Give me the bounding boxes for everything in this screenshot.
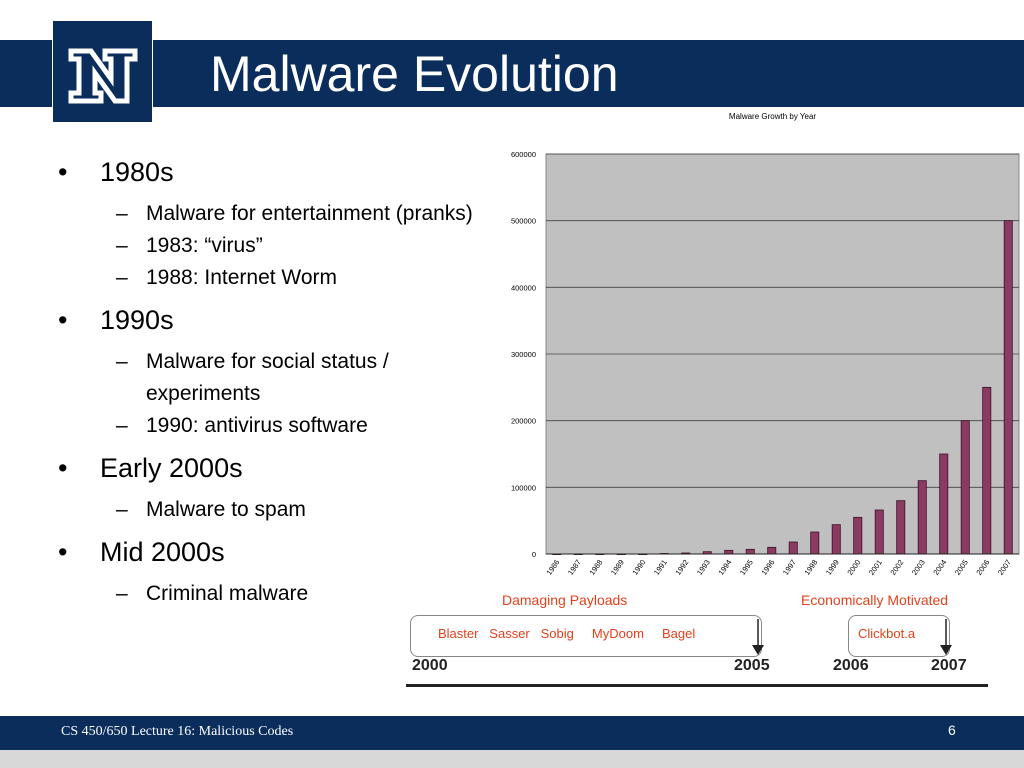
footer-course: CS 450/650 Lecture 16: Malicious Codes [61,724,294,739]
bar [939,453,949,555]
arrow-down-icon [752,645,764,655]
bar [960,420,970,555]
x-tick-label: 1996 [759,558,776,577]
bar [724,549,734,555]
university-logo [52,20,153,123]
chart-svg: Malware Growth by Year 0 100000 200000 30000… [511,112,1020,577]
x-tick-label: 2002 [888,558,905,577]
x-tick-label: 1988 [587,558,604,577]
bar [982,386,992,555]
bullet-1980s: • 1980s [58,157,174,187]
x-tick-label: 2005 [953,558,970,577]
timeline-axis [406,684,988,687]
x-tick-label: 2003 [910,558,927,577]
page-number: 6 [948,722,956,738]
x-tick-label: 2001 [867,558,884,577]
y-tick-label: 0 [532,550,536,559]
bar [831,524,841,555]
timeline-heading-left: Damaging Payloads [502,592,628,608]
chart-title: Malware Growth by Year [729,112,816,121]
year-label: 2005 [734,657,770,674]
y-tick-label: 300000 [511,350,536,359]
x-tick-label: 1994 [716,558,733,577]
bar [874,509,884,555]
x-tick-label: 1993 [695,558,712,577]
x-tick-label: 1997 [781,558,798,577]
sub-bullet: – Malware for social status / experiments [116,350,389,405]
footer-band [0,716,1024,750]
sub-bullet: –1988: Internet Worm [116,266,338,289]
x-tick-label: 1999 [824,558,841,577]
x-tick-label: 1990 [630,558,647,577]
x-tick-label: 1986 [544,558,561,577]
bullet-list: • 1980s – Malware for entertainment (prank… [58,152,478,610]
y-tick-label: 200000 [511,417,536,426]
payload-items: Blaster Sasser Sobig MyDoom Bagel [438,626,696,641]
title-band [0,40,1024,107]
bar [767,546,777,555]
bar [853,516,863,555]
slide-title: Malware Evolution [210,46,619,102]
motivated-items: Clickbot.a [858,626,916,641]
bar [745,548,755,555]
x-tick-label: 1989 [609,558,626,577]
year-label: 2007 [931,657,967,674]
year-label: 2006 [833,657,869,674]
year-label: 2000 [412,657,448,674]
bar [1003,220,1013,555]
bullet-mid-2000s: • Mid 2000s [58,537,225,567]
x-tick-label: 2000 [845,558,862,577]
timeline-arrows [752,619,952,655]
bar [810,531,820,555]
bottom-strip [0,750,1024,768]
x-tick-label: 1998 [802,558,819,577]
motivated-box [848,615,950,657]
x-tick-label: 1991 [652,558,669,577]
malware-timeline: Damaging Payloads Economically Motivated… [400,585,1000,695]
malware-growth-chart: Malware Growth by Year 0 100000 200000 30000… [485,108,1024,608]
timeline-heading-right: Economically Motivated [801,592,949,608]
x-tick-label: 2004 [931,558,948,577]
y-tick-label: 400000 [511,283,536,292]
x-tick-label: 2007 [996,558,1013,577]
sub-bullet: –1983: “virus” [116,234,263,257]
x-tick-label: 1987 [566,558,583,577]
bullet-early-2000s: • Early 2000s [58,453,243,483]
bar [917,480,927,555]
payload-box [410,615,762,657]
sub-bullet: –1990: antivirus software [116,414,368,437]
x-tick-label: 1992 [673,558,690,577]
x-tick-label: 2006 [974,558,991,577]
bar [788,541,798,555]
sub-bullet: – Malware for entertainment (pranks) [116,202,473,225]
y-tick-label: 100000 [511,483,536,492]
bar [896,500,906,555]
sub-bullet: – Criminal malware [116,582,309,605]
y-tick-label: 600000 [511,150,536,159]
x-tick-label: 1995 [738,558,755,577]
bullet-1990s: • 1990s [58,305,174,335]
arrow-down-icon [940,645,952,655]
sub-bullet: – Malware to spam [116,498,306,521]
y-tick-label: 500000 [511,217,536,226]
